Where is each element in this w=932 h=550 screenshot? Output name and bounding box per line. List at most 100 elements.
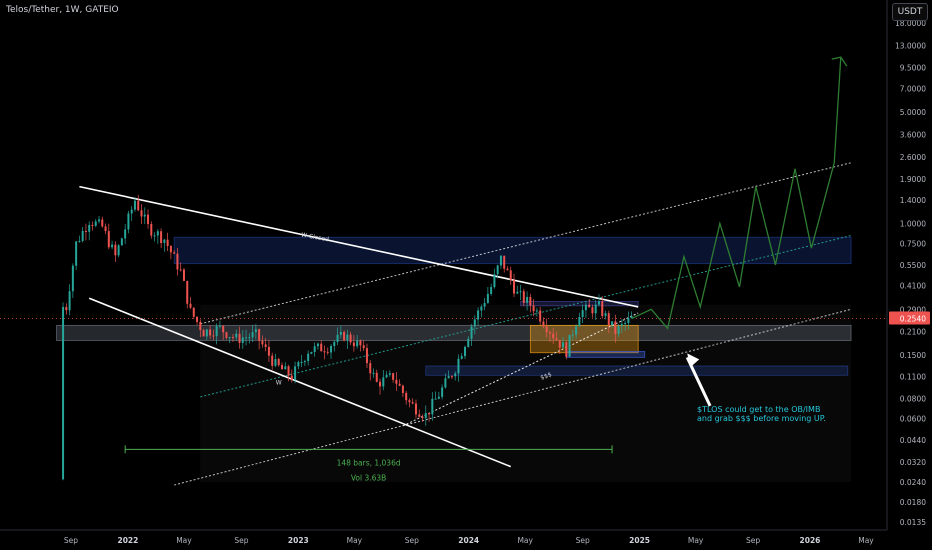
candle-body: [104, 226, 107, 232]
candle-body: [196, 316, 199, 322]
projection-path: [631, 57, 842, 330]
candle-body: [261, 340, 264, 345]
candle-body: [611, 321, 614, 325]
candle-body: [68, 291, 71, 311]
candle-body: [294, 366, 297, 380]
candle-body: [267, 346, 270, 356]
candle-body: [173, 252, 176, 254]
candle-body: [225, 332, 228, 338]
candle-body: [209, 329, 212, 336]
upper-wedge: [79, 185, 639, 308]
y-tick-label: 18.0000: [895, 19, 926, 28]
y-tick-label: 0.0180: [900, 498, 926, 507]
candle-body: [124, 229, 127, 239]
chart-title: Telos/Tether, 1W, GATEIO: [6, 5, 119, 15]
candle-body: [584, 304, 587, 311]
candle-body: [372, 372, 375, 374]
candle-body: [571, 334, 574, 336]
candle-body: [532, 305, 535, 312]
y-tick-label: 0.1500: [900, 351, 926, 360]
candle-body: [133, 200, 136, 210]
x-tick-label: May: [858, 536, 874, 545]
candle-body: [552, 333, 555, 339]
candle-body: [506, 268, 509, 271]
candle-body: [114, 244, 117, 256]
candle-body: [323, 351, 326, 353]
candle-body: [346, 334, 349, 341]
candle-body: [450, 376, 453, 378]
candle-body: [457, 358, 460, 374]
x-tick-label: May: [347, 536, 363, 545]
candle-body: [326, 351, 329, 353]
candle-body: [107, 231, 110, 248]
candle-body: [127, 213, 130, 230]
grey-zone: [56, 324, 852, 341]
candle-body: [336, 334, 339, 342]
blue-zone-low: [425, 365, 849, 376]
candle-body: [470, 326, 473, 339]
candle-body: [222, 325, 225, 333]
candle-body: [176, 253, 179, 270]
x-tick-label: 2022: [118, 536, 139, 545]
candle-body: [424, 413, 427, 419]
candle-body: [359, 340, 362, 346]
candle-body: [428, 413, 431, 415]
last-price-badge: [889, 311, 930, 325]
candle-body: [212, 335, 215, 337]
candle-body: [120, 238, 123, 246]
candle-body: [78, 240, 81, 242]
candle-body: [490, 287, 493, 294]
candle-body: [339, 331, 342, 335]
candle-body: [163, 239, 166, 243]
candle-body: [441, 387, 444, 397]
candle-body: [395, 379, 398, 384]
note-line-0: $TLOS could get to the OB/IMB: [697, 405, 820, 414]
measure-bars-label: 148 bars, 1,036d: [337, 458, 401, 467]
candle-body: [418, 414, 421, 417]
candle-body: [483, 302, 486, 307]
candle-body: [248, 337, 251, 339]
candle-body: [539, 310, 542, 322]
candle-body: [597, 301, 600, 305]
x-tick-label: Sep: [64, 536, 78, 545]
y-tick-label: 13.0000: [895, 42, 926, 51]
candle-body: [431, 398, 434, 415]
candle-body: [300, 361, 303, 363]
y-tick-label: 0.4100: [900, 281, 926, 290]
candle-body: [499, 255, 502, 266]
candle-body: [591, 307, 594, 314]
candle-body: [509, 270, 512, 281]
candle-body: [75, 241, 78, 266]
candle-body: [535, 310, 538, 312]
candle-body: [71, 265, 74, 292]
candle-body: [169, 245, 172, 253]
candle-body: [503, 255, 506, 269]
candle-body: [297, 362, 300, 367]
candle-body: [604, 313, 607, 317]
price-axis-panel: [888, 0, 932, 550]
candle-body: [578, 317, 581, 327]
candle-body: [330, 346, 333, 353]
candle-body: [228, 337, 231, 339]
support-dotted: [402, 312, 639, 427]
candle-body: [156, 231, 159, 236]
candle-body: [258, 329, 261, 341]
candle-body: [98, 219, 101, 222]
candle-body: [617, 325, 620, 335]
x-tick-label: Sep: [576, 536, 590, 545]
candle-body: [545, 326, 548, 333]
candle-body: [414, 403, 417, 415]
x-tick-label: Sep: [405, 536, 419, 545]
candle-body: [388, 373, 391, 375]
y-tick-label: 0.0600: [900, 415, 926, 424]
x-tick-label: 2023: [288, 536, 309, 545]
currency-button[interactable]: USDT: [892, 3, 928, 21]
candle-body: [542, 321, 545, 327]
candle-body: [153, 235, 156, 237]
candle-body: [140, 210, 143, 217]
candle-body: [88, 224, 91, 232]
candle-body: [408, 400, 411, 403]
y-tick-label: 0.1100: [900, 373, 926, 382]
